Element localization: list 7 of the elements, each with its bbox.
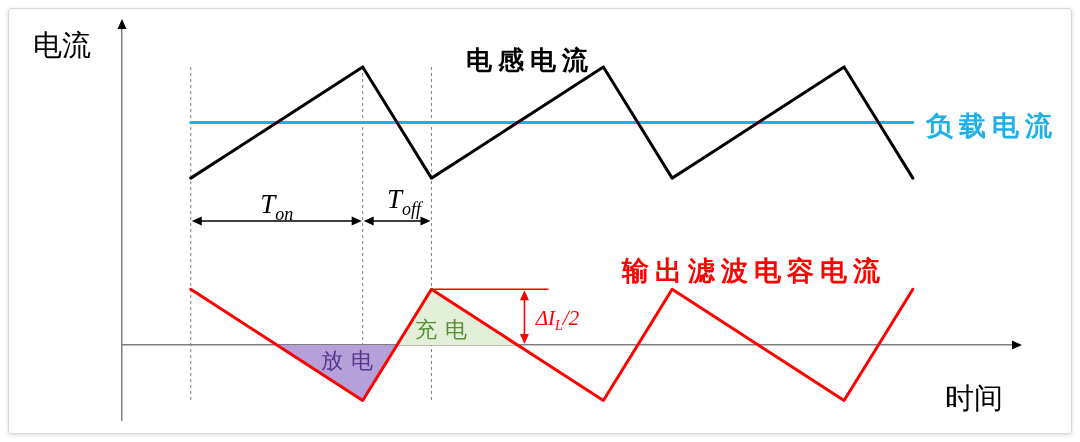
- series-label: 输出滤波电容电流: [621, 256, 886, 286]
- series-label: 充电: [415, 317, 475, 342]
- series-label: 负载电流: [925, 111, 1058, 141]
- series-label: 放电: [321, 348, 381, 373]
- y-axis-title: 电流: [33, 28, 91, 62]
- x-axis-title: 时间: [945, 381, 1003, 415]
- series-label: 电感电流: [466, 46, 594, 75]
